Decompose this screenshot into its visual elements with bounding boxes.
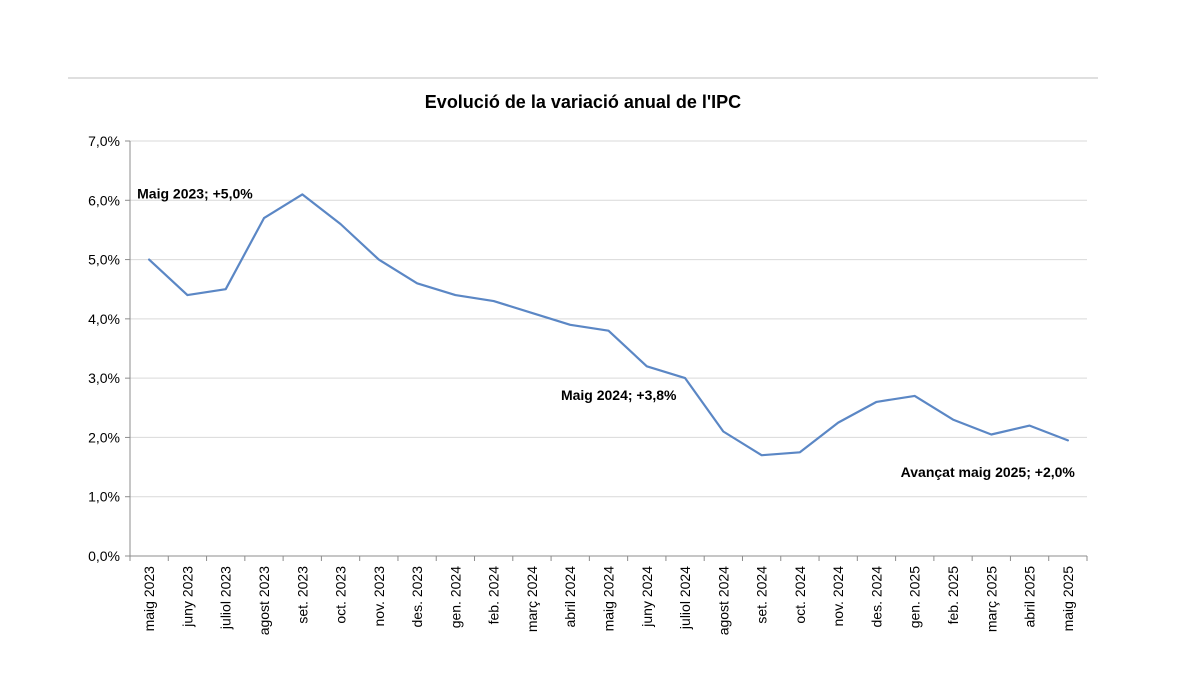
data-point <box>568 323 572 327</box>
x-tick-label: set. 2023 <box>294 566 310 624</box>
data-point <box>645 364 649 368</box>
gridlines <box>130 140 1087 498</box>
data-point <box>339 222 343 226</box>
x-tick-label: juny 2024 <box>639 566 655 628</box>
data-point <box>185 293 189 297</box>
data-point <box>798 450 802 454</box>
data-point <box>415 281 419 285</box>
data-point <box>721 430 725 434</box>
x-tick-label: agost 2023 <box>256 566 272 635</box>
x-tick-label: agost 2024 <box>715 566 731 635</box>
x-tick-label: nov. 2024 <box>830 566 846 627</box>
data-point <box>760 453 764 457</box>
x-tick-label: gen. 2024 <box>447 566 463 628</box>
series-line <box>148 193 1070 457</box>
annotation-label: Maig 2023; +5,0% <box>137 185 253 201</box>
y-tick-label: 5,0% <box>88 252 120 268</box>
data-point <box>683 376 687 380</box>
data-point <box>1066 438 1070 442</box>
x-tick-label: gen. 2025 <box>907 566 923 628</box>
data-point <box>530 311 534 315</box>
annotation-label: Avançat maig 2025; +2,0% <box>901 464 1076 480</box>
x-tick-label: des. 2023 <box>409 566 425 628</box>
data-point <box>913 394 917 398</box>
data-series <box>147 192 1070 457</box>
x-tick-label: març 2025 <box>983 566 999 632</box>
annotations: Maig 2023; +5,0% Maig 2024; +3,8% Avançat … <box>137 185 1075 480</box>
y-tick-label: 1,0% <box>88 489 120 505</box>
x-tick-label: juny 2023 <box>179 566 195 628</box>
x-tick-label: oct. 2023 <box>333 566 349 624</box>
y-axis: 0,0% 1,0% 2,0% 3,0% 4,0% 5,0% 6,0% 7,0% <box>88 133 131 564</box>
x-tick-label: maig 2023 <box>141 566 157 632</box>
x-tick-label: juliol 2024 <box>677 566 693 630</box>
x-tick-label: maig 2024 <box>601 566 617 632</box>
x-tick-label: abril 2025 <box>1022 566 1038 628</box>
annotation-label: Maig 2024; +3,8% <box>561 387 677 403</box>
data-point <box>300 192 304 196</box>
x-tick-label: oct. 2024 <box>792 566 808 624</box>
x-tick-label: maig 2025 <box>1060 566 1076 632</box>
x-tick-label: feb. 2025 <box>945 566 961 625</box>
data-point <box>492 299 496 303</box>
y-tick-label: 3,0% <box>88 370 120 386</box>
data-point <box>607 329 611 333</box>
data-point <box>989 432 993 436</box>
y-tick-label: 0,0% <box>88 548 120 564</box>
x-axis: maig 2023 juny 2023 juliol 2023 agost 2023 s… <box>129 555 1088 635</box>
data-point <box>453 293 457 297</box>
data-point <box>147 258 151 262</box>
x-tick-label: març 2024 <box>524 566 540 632</box>
data-point <box>1028 424 1032 428</box>
x-tick-label: juliol 2023 <box>218 566 234 630</box>
data-point <box>951 418 955 422</box>
x-tick-label: nov. 2023 <box>371 566 387 627</box>
data-point <box>262 216 266 220</box>
x-tick-label: des. 2024 <box>868 566 884 628</box>
y-tick-label: 4,0% <box>88 311 120 327</box>
x-tick-label: feb. 2024 <box>486 566 502 625</box>
x-tick-label: set. 2024 <box>754 566 770 624</box>
data-point <box>874 400 878 404</box>
y-tick-label: 2,0% <box>88 429 120 445</box>
y-tick-label: 7,0% <box>88 133 120 149</box>
data-point <box>224 287 228 291</box>
data-point <box>377 258 381 262</box>
data-point <box>836 421 840 425</box>
x-tick-label: abril 2024 <box>562 566 578 628</box>
y-tick-label: 6,0% <box>88 192 120 208</box>
chart-title: Evolució de la variació anual de l'IPC <box>425 92 741 112</box>
